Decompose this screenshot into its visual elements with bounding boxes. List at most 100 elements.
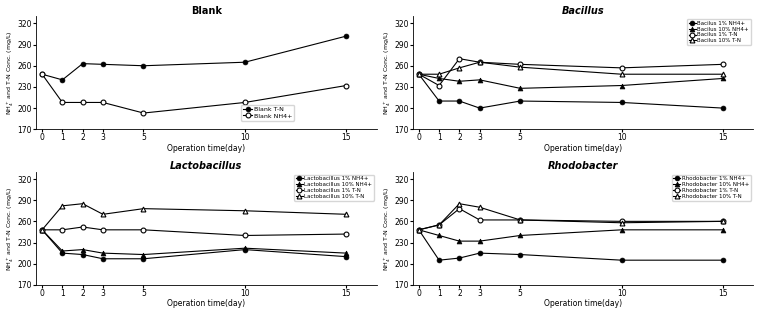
Rhodobacter 10% NH4+ [455,239,464,243]
Rhodobacter 10% NH4+ [617,228,626,232]
Lactobacillus 1% NH4+ [78,253,87,257]
Bacilus 1% T-N [455,57,464,61]
Rhodobacter 10% NH4+ [435,234,444,237]
Rhodobacter 10% T-N [617,221,626,225]
Bacilus 1% NH4+ [414,72,424,76]
X-axis label: Operation time(day): Operation time(day) [167,300,245,308]
Lactobacillus 1% T-N [58,228,67,232]
Blank T-N [37,72,46,76]
Blank T-N [342,34,351,38]
Rhodobacter 10% T-N [515,218,524,222]
Title: Rhodobacter: Rhodobacter [548,161,619,171]
Bacilus 1% NH4+ [475,106,484,110]
Legend: Rhodobacter 1% NH4+, Rhodobacter 10% NH4+, Rhodobacter 1% T-N, Rhodobacter 10% T: Rhodobacter 1% NH4+, Rhodobacter 10% NH4… [672,175,751,201]
Title: Bacillus: Bacillus [562,6,604,16]
Bacilus 10% T-N [455,66,464,70]
Y-axis label: NH$_4^+$ and T-N Conc. (mg/L): NH$_4^+$ and T-N Conc. (mg/L) [5,30,16,115]
Rhodobacter 1% NH4+ [515,253,524,257]
Bacilus 1% NH4+ [435,99,444,103]
Legend: Bacilus 1% NH4+, Bacilus 10% NH4+, Bacilus 1% T-N, Bacilus 10% T-N: Bacilus 1% NH4+, Bacilus 10% NH4+, Bacil… [688,19,751,45]
Blank NH4+ [99,100,108,104]
Line: Lactobacillus 10% NH4+: Lactobacillus 10% NH4+ [39,227,348,257]
Bacilus 1% NH4+ [617,100,626,104]
Lactobacillus 1% NH4+ [58,251,67,255]
Bacilus 1% T-N [435,84,444,87]
X-axis label: Operation time(day): Operation time(day) [167,144,245,153]
X-axis label: Operation time(day): Operation time(day) [544,144,622,153]
Bacilus 10% T-N [719,72,728,76]
Line: Lactobacillus 1% T-N: Lactobacillus 1% T-N [39,225,348,238]
Bacilus 10% NH4+ [435,77,444,80]
Rhodobacter 10% NH4+ [515,234,524,237]
Lactobacillus 10% T-N [78,202,87,206]
Line: Blank T-N: Blank T-N [39,34,348,82]
Title: Lactobacillus: Lactobacillus [170,161,242,171]
Blank NH4+ [58,100,67,104]
Rhodobacter 1% T-N [455,207,464,210]
Line: Bacilus 1% NH4+: Bacilus 1% NH4+ [417,72,726,111]
Rhodobacter 10% NH4+ [475,239,484,243]
Blank T-N [78,62,87,66]
Blank NH4+ [342,84,351,87]
Bacilus 10% T-N [435,72,444,76]
Bacilus 1% NH4+ [515,99,524,103]
Line: Rhodobacter 1% NH4+: Rhodobacter 1% NH4+ [417,227,726,263]
Bacilus 10% NH4+ [617,84,626,87]
Lactobacillus 10% NH4+ [99,251,108,255]
Lactobacillus 1% T-N [78,225,87,229]
Blank T-N [241,60,250,64]
X-axis label: Operation time(day): Operation time(day) [544,300,622,308]
Lactobacillus 10% T-N [58,204,67,208]
Lactobacillus 1% T-N [37,228,46,232]
Lactobacillus 1% NH4+ [241,248,250,252]
Bacilus 10% NH4+ [455,79,464,83]
Rhodobacter 1% NH4+ [617,258,626,262]
Line: Lactobacillus 10% T-N: Lactobacillus 10% T-N [39,201,348,232]
Rhodobacter 1% T-N [414,228,424,232]
Bacilus 10% NH4+ [719,77,728,80]
Lactobacillus 1% T-N [342,232,351,236]
Bacilus 10% T-N [414,72,424,76]
Line: Rhodobacter 10% T-N: Rhodobacter 10% T-N [417,201,726,232]
Bacilus 1% T-N [719,62,728,66]
Line: Rhodobacter 1% T-N: Rhodobacter 1% T-N [417,206,726,232]
Legend: Lactobacillus 1% NH4+, Lactobacillus 10% NH4+, Lactobacillus 1% T-N, Lactobacill: Lactobacillus 1% NH4+, Lactobacillus 10%… [294,175,374,201]
Line: Rhodobacter 10% NH4+: Rhodobacter 10% NH4+ [417,227,726,244]
Rhodobacter 1% T-N [435,223,444,227]
Lactobacillus 1% NH4+ [99,257,108,261]
Y-axis label: NH$_4^+$ and T-N Conc. (mg/L): NH$_4^+$ and T-N Conc. (mg/L) [383,30,392,115]
Bacilus 1% T-N [414,72,424,76]
Lactobacillus 10% T-N [139,207,148,210]
Line: Bacilus 1% T-N: Bacilus 1% T-N [417,56,726,88]
Lactobacillus 10% T-N [342,212,351,216]
Lactobacillus 10% NH4+ [78,248,87,252]
Rhodobacter 10% T-N [455,202,464,206]
Bacilus 1% NH4+ [719,106,728,110]
Lactobacillus 10% T-N [241,209,250,213]
Line: Lactobacillus 1% NH4+: Lactobacillus 1% NH4+ [39,227,348,261]
Line: Bacilus 10% NH4+: Bacilus 10% NH4+ [417,72,726,91]
Rhodobacter 1% NH4+ [455,256,464,260]
Lactobacillus 10% NH4+ [241,246,250,250]
Bacilus 1% T-N [617,66,626,70]
Rhodobacter 1% NH4+ [475,251,484,255]
Lactobacillus 10% NH4+ [58,249,67,253]
Rhodobacter 10% T-N [414,228,424,232]
Rhodobacter 1% NH4+ [719,258,728,262]
Rhodobacter 10% T-N [719,219,728,223]
Bacilus 10% T-N [475,60,484,64]
Rhodobacter 1% NH4+ [414,228,424,232]
Lactobacillus 1% T-N [241,234,250,237]
Rhodobacter 10% NH4+ [719,228,728,232]
Lactobacillus 1% NH4+ [139,257,148,261]
Rhodobacter 1% T-N [515,218,524,222]
Bacilus 10% T-N [617,72,626,76]
Bacilus 10% NH4+ [414,72,424,76]
Y-axis label: NH$_4^+$ and T-N Conc. (mg/L): NH$_4^+$ and T-N Conc. (mg/L) [383,186,392,271]
Bacilus 1% NH4+ [455,99,464,103]
Blank NH4+ [139,111,148,115]
Line: Blank NH4+: Blank NH4+ [39,72,348,116]
Bacilus 1% T-N [475,60,484,64]
Bacilus 10% T-N [515,65,524,69]
Line: Bacilus 10% T-N: Bacilus 10% T-N [417,60,726,77]
